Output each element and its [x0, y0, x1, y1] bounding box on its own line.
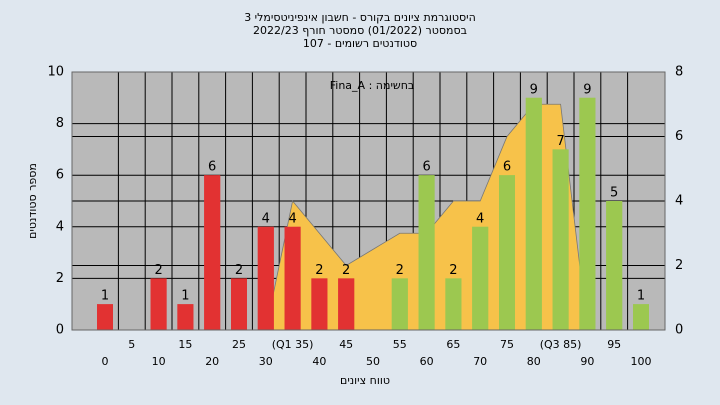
bar: [418, 175, 435, 330]
y-tick-label: 8: [56, 116, 64, 131]
y2-tick-label: 0: [675, 323, 683, 338]
value-label: 2: [235, 263, 243, 278]
x-tick-label: 80: [527, 355, 541, 368]
x-tick-label: (Q1 35): [272, 338, 314, 351]
x-tick-label: 25: [232, 338, 246, 351]
x-tick-label: (Q3 85): [540, 338, 582, 351]
chart-subtitle: בסמסטר (01/2022) סמסטר חורף 2022/23: [253, 24, 467, 37]
x-tick-label: 30: [259, 355, 273, 368]
x-tick-label: 75: [500, 338, 514, 351]
bar: [257, 226, 274, 330]
bar: [97, 304, 113, 330]
annotation: Fina_A : בחשימה: [330, 79, 415, 92]
bar: [150, 278, 167, 330]
value-label: 2: [315, 263, 323, 278]
y-tick-label: 0: [56, 323, 64, 338]
x-tick-label: 15: [178, 338, 192, 351]
value-label: 6: [503, 160, 511, 175]
value-label: 2: [396, 263, 404, 278]
plot-border: [71, 71, 666, 331]
x-tick-label: 70: [473, 355, 487, 368]
x-tick-label: 20: [205, 355, 219, 368]
value-label: 4: [476, 211, 484, 226]
bar: [552, 149, 569, 330]
y2-tick-label: 6: [675, 129, 683, 144]
x-tick-label: 95: [607, 338, 621, 351]
x-tick-label: 5: [128, 338, 135, 351]
bar: [231, 278, 247, 330]
x-tick-label: 60: [420, 355, 434, 368]
value-label: 2: [154, 263, 162, 278]
value-label: 2: [449, 263, 457, 278]
bar: [472, 226, 489, 330]
y-tick-label: 2: [56, 271, 64, 286]
bar: [445, 278, 462, 330]
chart-subtitle: סטודנטים רשומים - 107: [303, 37, 417, 50]
bar: [391, 278, 408, 330]
bar: [525, 97, 542, 330]
bar: [633, 304, 649, 330]
x-tick-label: 45: [339, 338, 353, 351]
x-tick-label: 40: [312, 355, 326, 368]
value-label: 9: [530, 82, 538, 97]
y2-tick-label: 2: [675, 258, 683, 273]
bar: [204, 175, 221, 330]
y2-tick-label: 4: [675, 194, 683, 209]
chart-title: היסטוגרמת ציונים בקורס - חשבון אינפיניטס…: [244, 11, 476, 24]
value-label: 6: [208, 160, 216, 175]
bar: [311, 278, 328, 330]
x-tick-label: 90: [580, 355, 594, 368]
value-label: 5: [610, 186, 618, 201]
bar: [177, 304, 194, 330]
value-label: 1: [101, 289, 109, 304]
x-axis-label: טווח ציונים: [340, 374, 390, 387]
value-label: 6: [422, 160, 430, 175]
value-label: 7: [556, 134, 564, 149]
bar: [579, 97, 596, 330]
x-tick-label: 50: [366, 355, 380, 368]
y-tick-label: 6: [56, 168, 64, 183]
bar: [284, 226, 301, 330]
bar: [499, 175, 515, 330]
value-label: 1: [637, 289, 645, 304]
x-tick-label: 0: [102, 355, 109, 368]
bar: [338, 278, 355, 330]
value-label: 4: [262, 211, 270, 226]
value-label: 4: [288, 211, 296, 226]
y2-tick-label: 8: [675, 65, 683, 80]
x-tick-label: 65: [446, 338, 460, 351]
y-axis-label: מספר סטודנטים: [26, 163, 39, 239]
y-tick-label: 10: [47, 65, 64, 80]
bar: [606, 201, 623, 330]
value-label: 1: [181, 289, 189, 304]
x-tick-label: 100: [631, 355, 652, 368]
value-label: 9: [583, 82, 591, 97]
y-tick-label: 4: [56, 219, 64, 234]
x-tick-label: 55: [393, 338, 407, 351]
x-tick-label: 10: [152, 355, 166, 368]
value-label: 2: [342, 263, 350, 278]
